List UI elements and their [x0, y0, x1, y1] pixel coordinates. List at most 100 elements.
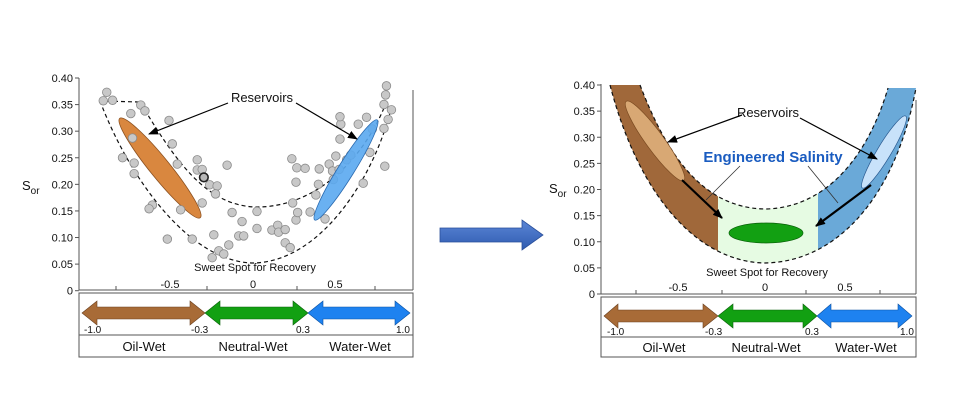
- right-reservoir-arrow-oil: [667, 114, 743, 143]
- scatter-point: [207, 253, 217, 263]
- right-y-axis-label: Sor: [549, 181, 567, 200]
- scatter-point: [227, 207, 237, 218]
- shift-arrow-water-to-neutral: [815, 184, 872, 227]
- scatter-point: [107, 95, 118, 105]
- scatter-point: [98, 96, 108, 106]
- scatter-point: [237, 216, 247, 227]
- left-x-tick: 0: [250, 279, 256, 291]
- y-tick-label: 0: [589, 289, 595, 301]
- scatter-point: [222, 160, 232, 170]
- scatter-point: [311, 190, 321, 200]
- scale-pos: 0.3: [805, 327, 819, 338]
- left-x-tick: -0.5: [161, 279, 180, 291]
- left-sweet-spot-label: Sweet Spot for Recovery: [194, 262, 316, 274]
- scatter-point: [331, 151, 341, 161]
- scatter-point: [117, 152, 128, 163]
- oil-wet-label: Oil-Wet: [122, 339, 165, 354]
- scale-min: -1.0: [84, 325, 102, 336]
- scatter-point: [313, 179, 324, 190]
- scatter-point: [129, 158, 139, 168]
- water-wet-label: Water-Wet: [329, 339, 391, 354]
- left-x-tick: 0.5: [327, 279, 342, 291]
- right-x-tick: -0.5: [669, 282, 688, 294]
- scatter-point: [314, 164, 324, 174]
- scale-max: 1.0: [900, 327, 914, 338]
- neutral-wet-label: Neutral-Wet: [218, 339, 288, 354]
- y-tick-label: 0.30: [574, 132, 595, 144]
- scatter-point: [238, 231, 249, 241]
- y-tick-label: 0: [67, 286, 73, 298]
- scatter-point: [361, 112, 372, 122]
- neutral-wet-label: Neutral-Wet: [731, 340, 801, 355]
- y-tick-label: 0.05: [52, 259, 73, 271]
- scatter-point: [175, 205, 186, 215]
- highlighted-scatter-point: [198, 172, 209, 183]
- scatter-point: [379, 99, 389, 110]
- left-reservoir-arrow-water: [295, 102, 358, 140]
- right-panel: 0.400.350.300.250.200.150.100.050 -0.5 0…: [549, 80, 917, 358]
- scatter-point: [305, 207, 315, 217]
- water-wet-arrow: [816, 303, 913, 329]
- scatter-point: [224, 240, 234, 250]
- scatter-point: [335, 112, 345, 122]
- right-reservoir-arrow-water: [799, 117, 878, 160]
- water-wet-label: Water-Wet: [835, 340, 897, 355]
- y-tick-label: 0.25: [52, 153, 73, 165]
- left-reservoirs-label: Reservoirs: [231, 90, 294, 105]
- transition-arrow-icon: [439, 219, 544, 251]
- right-reservoirs-label: Reservoirs: [737, 105, 800, 120]
- y-tick-label: 0.10: [52, 233, 73, 245]
- right-wettability-label-box: [600, 336, 917, 358]
- scatter-point: [127, 133, 138, 143]
- engineered-leader-right: [807, 165, 839, 204]
- scatter-point: [358, 178, 368, 188]
- y-tick-label: 0.35: [574, 106, 595, 118]
- scatter-point: [291, 177, 301, 187]
- scatter-point: [335, 134, 345, 144]
- scatter-point: [197, 198, 207, 208]
- scale-min: -1.0: [607, 327, 625, 338]
- right-x-tick-marks: [635, 290, 881, 294]
- scatter-point: [287, 154, 297, 164]
- scatter-point: [140, 106, 150, 116]
- left-panel: 0.400.350.300.250.200.150.100.050 -0.5 0…: [22, 73, 414, 358]
- scatter-point: [212, 181, 222, 191]
- scatter-point: [386, 105, 397, 115]
- y-tick-label: 0.20: [574, 185, 595, 197]
- scatter-point: [381, 81, 392, 91]
- scatter-point: [292, 163, 302, 173]
- scatter-point: [129, 168, 139, 179]
- right-x-tick: 0.5: [837, 282, 852, 294]
- scale-neg: -0.3: [191, 325, 209, 336]
- scatter-point: [172, 159, 183, 169]
- left-x-tick-marks: [115, 286, 376, 290]
- water-wet-reservoir-ellipse: [313, 119, 379, 221]
- y-tick-label: 0.40: [574, 80, 595, 92]
- engineered-salinity-target-ellipse: [728, 222, 804, 244]
- scatter-point: [252, 206, 262, 217]
- water-wet-reservoir-ellipse: [861, 115, 907, 189]
- scatter-point: [144, 204, 154, 214]
- y-tick-label: 0.35: [52, 100, 73, 112]
- scatter-point: [162, 234, 173, 244]
- oil-wet-label: Oil-Wet: [642, 340, 685, 355]
- left-y-axis-label: Sor: [22, 178, 40, 197]
- scatter-point: [187, 234, 197, 244]
- scatter-point: [126, 108, 136, 119]
- engineered-leader-left: [705, 165, 741, 201]
- scatter-point: [219, 249, 229, 259]
- right-x-tick: 0: [762, 282, 768, 294]
- scatter-point: [285, 242, 295, 253]
- scatter-point: [252, 223, 262, 234]
- y-tick-label: 0.05: [574, 263, 595, 275]
- scatter-point: [292, 207, 303, 218]
- scatter-point: [379, 123, 389, 134]
- scatter-point: [353, 119, 363, 129]
- scatter-point: [167, 139, 178, 149]
- left-wettability-label-box: [78, 334, 414, 358]
- scatter-point: [102, 87, 112, 97]
- y-tick-label: 0.40: [52, 73, 73, 85]
- scatter-point: [300, 163, 310, 174]
- y-tick-label: 0.10: [574, 237, 595, 249]
